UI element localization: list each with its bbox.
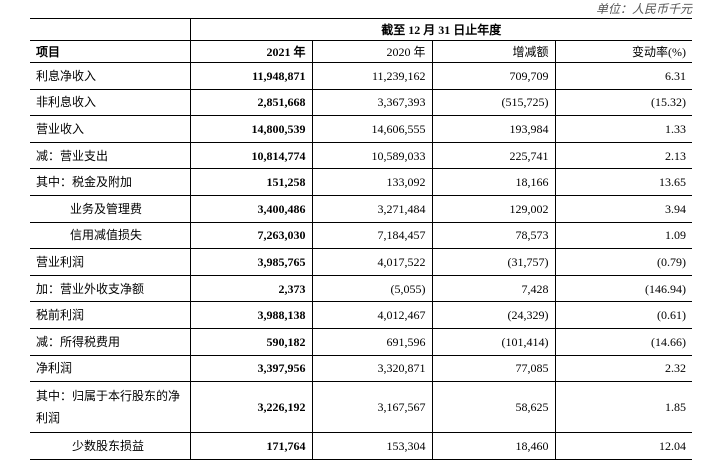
value-cell: (24,329) [431,301,555,329]
value-cell: 11,948,871 [189,62,312,90]
value-cell: 3,985,765 [189,248,312,276]
value-cell: 18,460 [431,432,555,460]
value-cell: 2.13 [554,141,692,170]
value-cell: 709,709 [431,62,555,90]
data-row: 营业利润 3,985,765 4,017,522 (31,757) (0.79) [30,248,692,276]
data-row: 少数股东损益 171,764 153,304 18,460 12.04 [30,432,692,460]
value-cell: 151,258 [189,168,312,196]
value-cell: 4,017,522 [311,248,432,276]
value-cell: 3,397,956 [189,354,312,383]
value-cell: 3,988,138 [189,301,312,329]
data-row: 其中：归属于本行股东的净利润 3,226,192 3,167,567 58,625 1.… [30,381,692,434]
column-header: 2020 年 [311,40,432,63]
value-cell: 14,800,539 [189,115,312,143]
data-row: 税前利润 3,988,138 4,012,467 (24,329) (0.61) [30,301,692,329]
header-row: 截至 12 月 31 日止年度 [30,18,692,41]
value-cell: (0.79) [554,248,692,276]
data-row: 营业收入 14,800,539 14,606,555 193,984 1.33 [30,115,692,143]
column-header: 2021 年 [189,40,312,63]
table-body: 截至 12 月 31 日止年度 项目 2021 年 2020 年增减额 变动率(%) … [30,18,692,460]
value-cell: 193,984 [431,115,555,143]
row-label: 其中：归属于本行股东的净利润 [30,381,190,434]
row-label: 营业收入 [30,115,190,143]
data-row: 净利润 3,397,956 3,320,871 77,085 2.32 [30,354,692,383]
blank-cell [30,18,190,41]
value-cell: 3,400,486 [189,194,312,223]
value-cell: 78,573 [431,221,555,250]
value-cell: 2,851,668 [189,88,312,117]
value-cell: 7,184,457 [311,221,432,250]
income-table: 截至 12 月 31 日止年度 项目 2021 年 2020 年增减额 变动率(%) … [30,18,692,460]
unit-note: 单位：人民币千元 [595,2,692,16]
value-cell: (0.61) [554,301,692,329]
value-cell: 58,625 [431,381,555,434]
value-cell: 2,373 [189,274,312,303]
value-cell: (515,725) [431,88,555,117]
data-row: 减：营业支出 10,814,774 10,589,033 225,741 2.13 [30,141,692,170]
value-cell: 4,012,467 [311,301,432,329]
value-cell: (15.32) [554,88,692,117]
row-label: 信用减值损失 [30,221,190,250]
column-header: 变动率(%) [554,40,692,63]
value-cell: 11,239,162 [311,62,432,90]
data-row: 减：所得税费用 590,182 691,596 (101,414) (14.66) [30,327,692,356]
value-cell: 7,428 [431,274,555,303]
period-header: 截至 12 月 31 日止年度 [189,18,692,41]
data-row: 信用减值损失 7,263,030 7,184,457 78,573 1.09 [30,221,692,250]
value-cell: (101,414) [431,327,555,356]
value-cell: 3,320,871 [311,354,432,383]
value-cell: (31,757) [431,248,555,276]
row-label: 其中：税金及附加 [30,168,190,196]
value-cell: 129,002 [431,194,555,223]
row-label: 税前利润 [30,301,190,329]
row-label: 少数股东损益 [30,432,190,460]
value-cell: 3,367,393 [311,88,432,117]
row-label: 减：所得税费用 [30,327,190,356]
value-cell: (14.66) [554,327,692,356]
value-cell: 153,304 [311,432,432,460]
data-row: 业务及管理费 3,400,486 3,271,484 129,002 3.94 [30,194,692,223]
value-cell: 133,092 [311,168,432,196]
data-row: 其中：税金及附加 151,258 133,092 18,166 13.65 [30,168,692,196]
column-header-row: 项目 2021 年 2020 年增减额 变动率(%) [30,40,692,63]
value-cell: 3,271,484 [311,194,432,223]
value-cell: 3.94 [554,194,692,223]
value-cell: 171,764 [189,432,312,460]
value-cell: 12.04 [554,432,692,460]
value-cell: 1.33 [554,115,692,143]
value-cell: 3,167,567 [311,381,432,434]
value-cell: 13.65 [554,168,692,196]
row-label: 非利息收入 [30,88,190,117]
row-label: 减：营业支出 [30,141,190,170]
value-cell: 77,085 [431,354,555,383]
value-cell: 590,182 [189,327,312,356]
column-header: 增减额 [431,40,555,63]
row-label: 营业利润 [30,248,190,276]
value-cell: 691,596 [311,327,432,356]
row-label: 加：营业外收支净额 [30,274,190,303]
value-cell: 1.09 [554,221,692,250]
data-row: 非利息收入 2,851,668 3,367,393 (515,725) (15.32) [30,88,692,117]
value-cell: 18,166 [431,168,555,196]
value-cell: 225,741 [431,141,555,170]
value-cell: (5,055) [311,274,432,303]
value-cell: 7,263,030 [189,221,312,250]
value-cell: 14,606,555 [311,115,432,143]
value-cell: 1.85 [554,381,692,434]
row-label: 利息净收入 [30,62,190,90]
row-label: 净利润 [30,354,190,383]
column-header: 项目 [30,40,190,63]
value-cell: 10,814,774 [189,141,312,170]
data-row: 加：营业外收支净额 2,373 (5,055) 7,428 (146.94) [30,274,692,303]
value-cell: 2.32 [554,354,692,383]
value-cell: (146.94) [554,274,692,303]
value-cell: 10,589,033 [311,141,432,170]
value-cell: 3,226,192 [189,381,312,434]
value-cell: 6.31 [554,62,692,90]
data-row: 利息净收入 11,948,871 11,239,162 709,709 6.31 [30,62,692,90]
row-label: 业务及管理费 [30,194,190,223]
